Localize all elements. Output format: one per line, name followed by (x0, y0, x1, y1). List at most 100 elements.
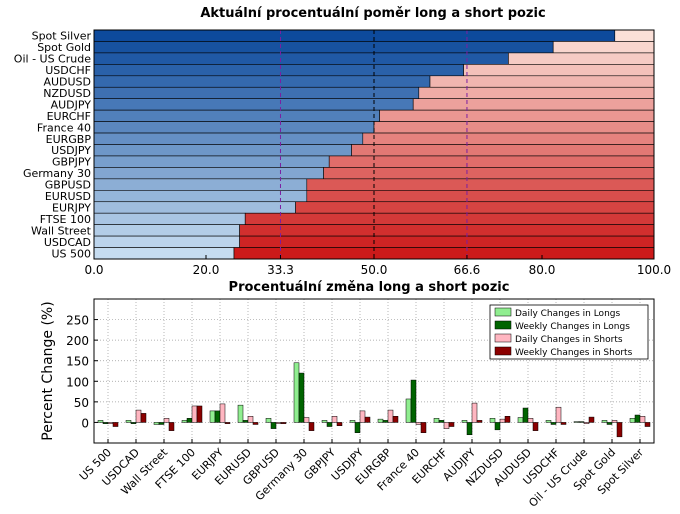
bar-weekly-changes-in-longs (382, 420, 389, 423)
legend-swatch (494, 307, 512, 317)
bar-weekly-changes-in-longs (438, 420, 445, 423)
bar-weekly-changes-in-shorts (112, 422, 119, 427)
bar-daily-changes-in-longs (545, 420, 552, 423)
bar-daily-changes-in-longs (405, 398, 412, 423)
bar-daily-changes-in-longs (489, 418, 496, 423)
short-bar-us-500 (233, 247, 655, 260)
ratio-category-label: EURUSD (45, 190, 91, 203)
chart-1-title: Aktuální procentuální poměr long a short… (200, 6, 545, 21)
ratio-category-label: US 500 (51, 247, 91, 260)
bar-daily-changes-in-longs (265, 418, 272, 423)
bar-daily-changes-in-longs (237, 404, 244, 423)
short-bar-oil-us-crude (508, 52, 655, 65)
ratio-category-label: USDJPY (51, 144, 91, 157)
long-bar-ftse-100 (93, 212, 246, 225)
bar-weekly-changes-in-longs (634, 414, 641, 423)
legend-swatch (494, 320, 512, 330)
x-tick-label: 80.0 (529, 263, 556, 277)
ratio-category-label: EURCHF (47, 110, 91, 123)
bar-daily-changes-in-shorts (443, 422, 450, 429)
bar-daily-changes-in-longs (321, 420, 328, 423)
short-bar-usdchf (463, 64, 655, 77)
short-bar-gbpjpy (328, 155, 655, 168)
ratio-category-label: USDCHF (45, 64, 91, 77)
bar-daily-changes-in-longs (125, 420, 132, 423)
bar-daily-changes-in-shorts (163, 418, 170, 423)
short-bar-ftse-100 (244, 212, 655, 225)
bar-daily-changes-in-shorts (611, 420, 618, 423)
bar-daily-changes-in-shorts (247, 416, 254, 423)
long-bar-germany-30 (93, 167, 324, 180)
bar-daily-changes-in-shorts (107, 422, 114, 424)
ratio-category-label: Wall Street (31, 224, 92, 237)
bar-weekly-changes-in-shorts (392, 416, 399, 423)
short-bar-eurjpy (295, 201, 655, 214)
bar-weekly-changes-in-shorts (196, 405, 203, 423)
short-bar-wall-street (239, 224, 655, 237)
bar-weekly-changes-in-longs (466, 422, 473, 436)
bar-weekly-changes-in-longs (326, 422, 333, 427)
short-bar-audjpy (412, 98, 655, 111)
short-bar-gbpusd (306, 178, 655, 191)
long-bar-france-40 (93, 121, 375, 134)
x-tick-label: 33.3 (267, 263, 294, 277)
bar-weekly-changes-in-longs (578, 421, 585, 423)
long-bar-oil-us-crude (93, 52, 509, 65)
long-bar-usdchf (93, 64, 464, 77)
bar-weekly-changes-in-longs (242, 420, 249, 423)
bar-weekly-changes-in-shorts (588, 416, 595, 423)
x-tick-label: 66.6 (454, 263, 481, 277)
long-bar-us-500 (93, 247, 235, 260)
bar-weekly-changes-in-shorts (420, 422, 427, 433)
bar-daily-changes-in-shorts (415, 422, 422, 425)
x-tick-label: 20.0 (193, 263, 220, 277)
y-tick-label: 0 (81, 416, 89, 430)
ratio-category-label: Spot Gold (37, 41, 91, 54)
bar-daily-changes-in-shorts (135, 409, 142, 423)
ratio-category-label: EURGBP (46, 133, 92, 146)
ratio-category-label: FTSE 100 (40, 213, 91, 226)
bar-daily-changes-in-shorts (527, 418, 534, 423)
bar-daily-changes-in-shorts (331, 416, 338, 423)
legend-swatch (494, 333, 512, 343)
short-bar-spot-silver (614, 29, 655, 42)
short-bar-eurusd (306, 190, 655, 203)
long-bar-audjpy (93, 98, 414, 111)
legend-label: Weekly Changes in Longs (515, 322, 630, 332)
bar-weekly-changes-in-shorts (336, 422, 343, 426)
ratio-category-label: NZDUSD (43, 87, 91, 100)
bar-weekly-changes-in-longs (606, 422, 613, 425)
ratio-category-label: GBPUSD (45, 179, 91, 192)
bar-weekly-changes-in-shorts (616, 422, 623, 438)
short-bar-nzdusd (418, 86, 655, 99)
y-tick-label: 100 (66, 375, 89, 389)
short-bar-eurchf (379, 109, 655, 122)
long-bar-nzdusd (93, 86, 420, 99)
long-bar-eurgbp (93, 132, 364, 145)
bar-weekly-changes-in-longs (214, 410, 221, 423)
y-tick-label: 250 (66, 314, 89, 328)
legend-label: Daily Changes in Longs (515, 309, 620, 319)
bar-daily-changes-in-longs (461, 420, 468, 423)
ratio-category-label: AUDJPY (51, 98, 92, 111)
ratio-category-label: USDCAD (44, 236, 91, 249)
bar-daily-changes-in-shorts (499, 418, 506, 423)
short-bar-usdjpy (351, 144, 655, 157)
bar-weekly-changes-in-longs (270, 422, 277, 429)
long-bar-usdcad (93, 235, 240, 248)
bar-daily-changes-in-longs (349, 420, 356, 423)
bar-weekly-changes-in-longs (130, 422, 137, 424)
short-bar-spot-gold (552, 41, 655, 54)
long-bar-eurchf (93, 109, 380, 122)
bar-weekly-changes-in-shorts (560, 422, 567, 425)
x-tick-label: 100.0 (637, 263, 671, 277)
bar-weekly-changes-in-shorts (224, 422, 231, 424)
legend (489, 304, 649, 360)
legend-swatch (494, 346, 512, 356)
ratio-category-label: Spot Silver (32, 30, 92, 43)
bar-weekly-changes-in-longs (494, 422, 501, 431)
ratio-category-label: GBPJPY (52, 156, 91, 169)
bar-daily-changes-in-shorts (303, 417, 310, 423)
